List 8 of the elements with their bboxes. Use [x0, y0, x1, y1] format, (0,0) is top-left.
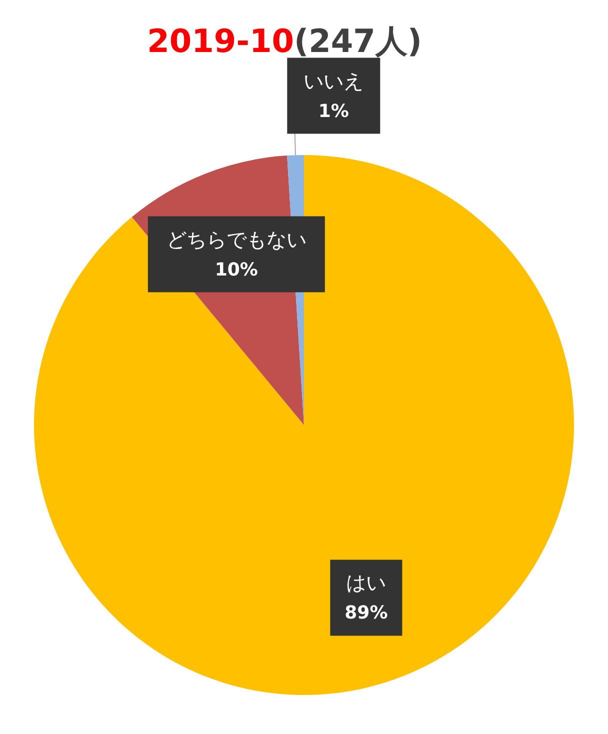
chart-title: 2019-10(247人) [147, 22, 422, 60]
pie-slice [34, 155, 574, 695]
data-label: 10% [214, 259, 258, 280]
data-label: 89% [344, 602, 388, 624]
data-label: 1% [318, 100, 349, 122]
slice-label: いいえ [304, 68, 364, 93]
slice-label: どちらでもない [166, 227, 306, 252]
slice-label: はい [346, 570, 386, 595]
